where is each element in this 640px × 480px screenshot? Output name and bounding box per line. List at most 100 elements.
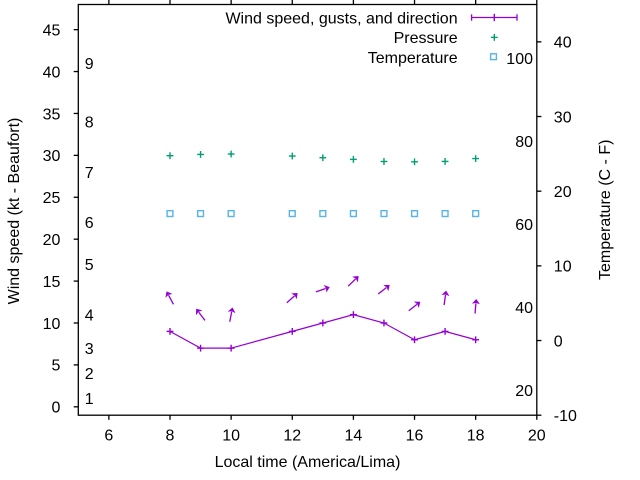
left-tick-label: 0 <box>51 400 60 417</box>
beaufort-scale-label: 4 <box>85 307 94 324</box>
wind-direction-arrow <box>408 301 421 312</box>
arrow-shaft <box>315 287 326 293</box>
arrow-head <box>291 292 298 300</box>
legend-sample-square <box>489 53 498 61</box>
temperature-point <box>410 209 419 218</box>
legend-label: Temperature <box>368 50 458 67</box>
beaufort-scale-label: 3 <box>85 341 94 358</box>
right-axis-title: Temperature (C - F) <box>597 140 614 280</box>
temperature-point <box>349 209 358 218</box>
wind-direction-arrow <box>471 298 480 314</box>
wind-direction-arrow <box>227 307 236 322</box>
fahrenheit-scale-label: 60 <box>515 217 533 234</box>
wind-direction-arrow <box>315 284 330 293</box>
x-tick-label: 6 <box>104 427 113 444</box>
arrow-shaft <box>408 303 418 312</box>
arrow-head <box>441 290 450 297</box>
pressure-point <box>380 158 388 165</box>
left-tick-label: 10 <box>43 316 61 333</box>
arrow-head <box>471 298 480 305</box>
left-tick-label: 5 <box>51 358 60 375</box>
pressure-point <box>227 150 235 158</box>
fahrenheit-scale-label: 80 <box>515 134 533 151</box>
axis-ticks <box>73 0 542 420</box>
x-tick-label: 10 <box>222 427 240 444</box>
beaufort-scale-label: 2 <box>85 366 94 383</box>
legend-sample-plus <box>490 34 498 41</box>
x-tick-label: 18 <box>467 427 485 444</box>
arrow-shaft <box>198 311 206 321</box>
wind-speed-point <box>319 319 327 327</box>
left-tick-label: 40 <box>43 64 61 81</box>
temperature-point <box>166 209 174 218</box>
x-tick-label: 14 <box>345 427 363 444</box>
beaufort-scale-label: 1 <box>85 391 94 408</box>
wind-direction-arrow <box>347 276 359 287</box>
wind-speed-point <box>197 344 204 352</box>
arrow-shaft <box>377 287 387 295</box>
axis-tick-labels: 6 8 10 12 14 16 18 20051015202530354045-1001020… <box>43 22 577 444</box>
beaufort-scale-label: 7 <box>85 165 94 182</box>
wind-direction-arrow <box>441 290 450 306</box>
right-tick-label: 0 <box>554 333 563 350</box>
wind-speed-point <box>227 344 235 352</box>
inner-scale-labels: 1 2 3 4 5 6 7 8 9 20 40 60 80 100 <box>85 51 533 408</box>
pressure-point <box>319 154 327 162</box>
beaufort-scale-label: 5 <box>85 257 94 274</box>
left-tick-label: 35 <box>43 106 61 123</box>
legend: Wind speed, gusts, and direction Pressure… <box>225 10 518 67</box>
plot-border <box>77 3 538 416</box>
legend-label: Pressure <box>394 30 458 47</box>
right-tick-label: 40 <box>554 35 572 52</box>
pressure-point <box>288 152 296 160</box>
arrow-head <box>352 276 359 283</box>
wind-direction-arrow <box>286 292 298 304</box>
beaufort-scale-label: 6 <box>85 215 94 232</box>
arrow-shaft <box>168 294 175 305</box>
arrow-shaft <box>474 303 477 314</box>
temperature-point <box>196 209 205 218</box>
wind-speed-point <box>350 311 357 319</box>
wind-speed-point <box>288 327 296 335</box>
wind-direction-arrow <box>377 284 390 295</box>
temperature-point <box>227 209 235 218</box>
arrow-shaft <box>443 294 447 306</box>
arrow-head <box>195 308 203 316</box>
pressure-point <box>166 152 174 160</box>
left-tick-label: 20 <box>43 232 61 249</box>
right-tick-label: 30 <box>554 109 572 126</box>
wind-speed-line <box>169 313 476 349</box>
right-tick-label: 10 <box>554 259 572 276</box>
right-tick-label: -10 <box>554 408 577 425</box>
temperature-point <box>288 209 296 218</box>
left-tick-label: 25 <box>43 190 61 207</box>
arrow-head <box>227 307 236 314</box>
wind-speed-point <box>380 319 388 327</box>
pressure-point <box>411 158 418 166</box>
x-axis-title: Local time (America/Lima) <box>215 454 401 471</box>
legend-label: Wind speed, gusts, and direction <box>225 10 457 27</box>
pressure-point <box>350 155 357 163</box>
x-tick-label: 12 <box>283 427 301 444</box>
left-axis-title: Wind speed (kt - Beaufort) <box>6 118 23 305</box>
x-tick-label: 8 <box>166 427 175 444</box>
x-tick-label: 16 <box>406 427 424 444</box>
temperature-point <box>380 209 388 218</box>
fahrenheit-scale-label: 20 <box>515 383 533 400</box>
arrow-shaft <box>286 295 295 304</box>
arrow-head <box>413 301 421 308</box>
arrow-shaft <box>347 278 357 287</box>
legend-sample-errorbar <box>470 13 518 22</box>
wind-speed-point <box>472 336 480 344</box>
arrow-head <box>323 284 330 293</box>
left-tick-label: 15 <box>43 274 61 291</box>
arrow-head <box>383 284 390 292</box>
x-tick-label: 20 <box>528 427 546 444</box>
pressure-point <box>197 151 204 158</box>
wind-direction-arrow <box>195 308 206 321</box>
arrow-shaft <box>229 311 233 322</box>
data-series <box>165 150 480 352</box>
temperature-point <box>319 209 327 218</box>
